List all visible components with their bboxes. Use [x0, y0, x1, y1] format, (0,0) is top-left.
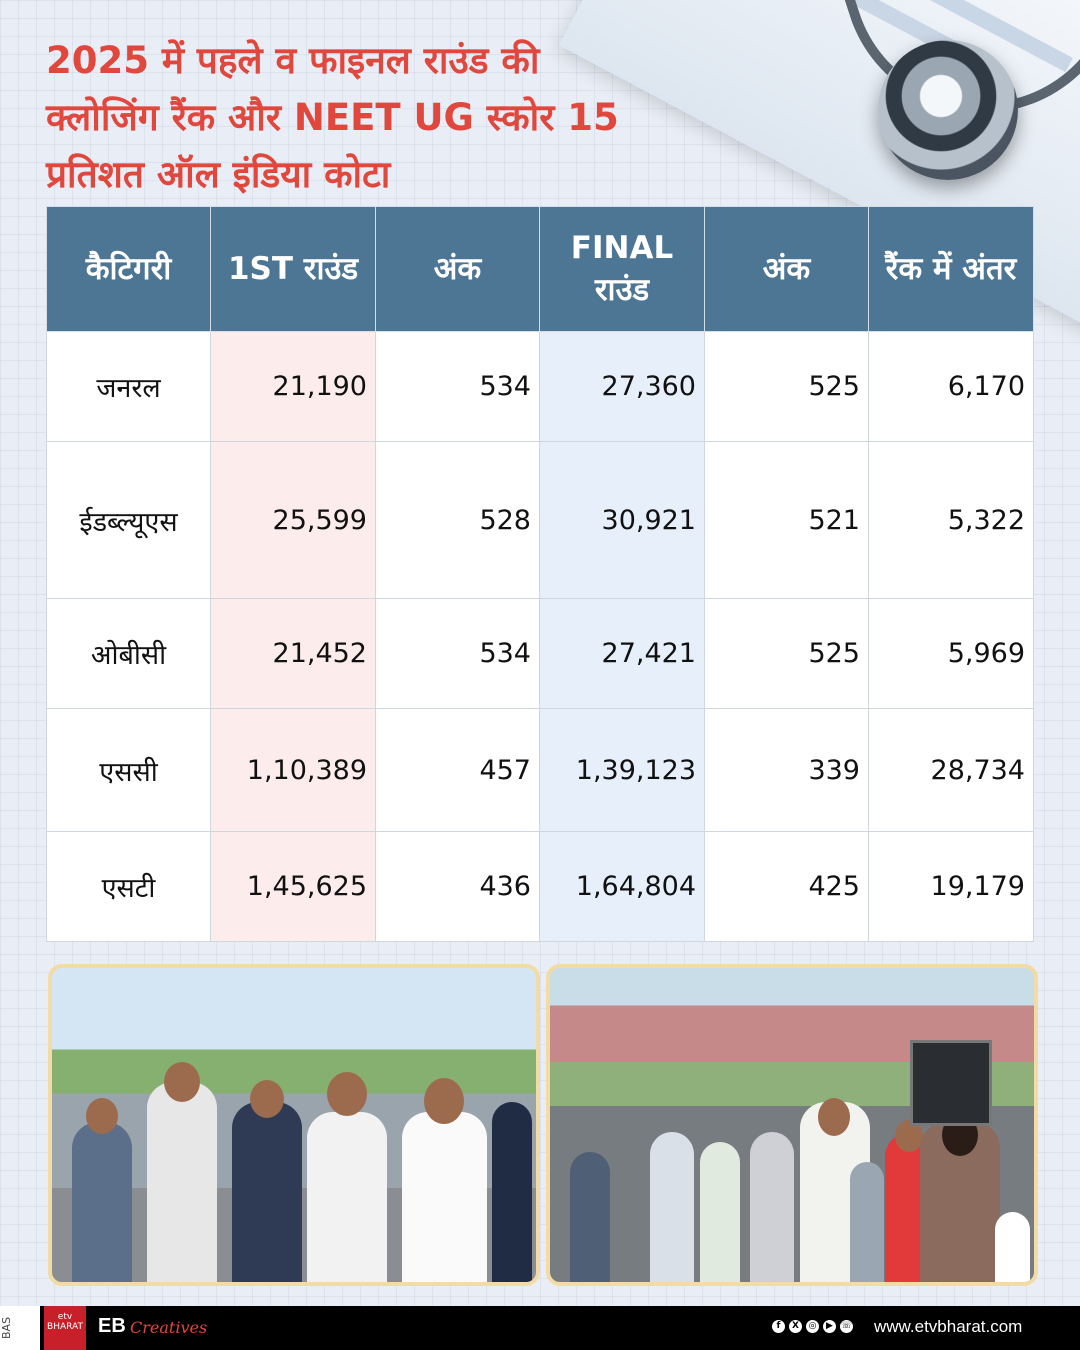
final-round-rank-cell: 1,39,123: [539, 708, 705, 832]
table-row: एसटी 1,45,625 436 1,64,804 425 19,179: [46, 831, 1034, 942]
website-link[interactable]: www.etvbharat.com: [874, 1317, 1023, 1336]
final-round-marks-cell: 521: [704, 441, 869, 599]
rank-difference-cell: 5,969: [868, 598, 1034, 709]
youtube-icon[interactable]: ▶: [823, 1320, 836, 1333]
header-category: कैटिगरी: [46, 206, 211, 332]
etv-bharat-logo: etv BHARAT: [44, 1306, 86, 1350]
category-cell: ईडब्ल्यूएस: [46, 441, 211, 599]
rank-difference-cell: 19,179: [868, 831, 1034, 942]
stethoscope-icon: [878, 40, 1018, 180]
page-title: 2025 में पहले व फाइनल राउंड की क्लोजिंग …: [46, 32, 686, 203]
table-row: ईडब्ल्यूएस 25,599 528 30,921 521 5,322: [46, 441, 1034, 599]
category-cell: ओबीसी: [46, 598, 211, 709]
closing-rank-table: कैटिगरी 1ST राउंड अंक FINAL राउंड अंक रै…: [46, 206, 1034, 942]
rank-difference-cell: 5,322: [868, 441, 1034, 599]
final-round-rank-cell: 1,64,804: [539, 831, 705, 942]
rank-difference-cell: 28,734: [868, 708, 1034, 832]
rank-difference-cell: 6,170: [868, 331, 1034, 442]
table-header-row: कैटिगरी 1ST राउंड अंक FINAL राउंड अंक रै…: [46, 206, 1034, 332]
header-marks-final: अंक: [704, 206, 869, 332]
title-line-3: प्रतिशत ऑल इंडिया कोटा: [46, 153, 391, 196]
final-round-rank-cell: 27,421: [539, 598, 705, 709]
final-round-marks-cell: 525: [704, 331, 869, 442]
first-round-marks-cell: 436: [375, 831, 540, 942]
instagram-icon[interactable]: ◎: [806, 1320, 819, 1333]
final-round-rank-cell: 27,360: [539, 331, 705, 442]
first-round-rank-cell: 1,45,625: [210, 831, 376, 942]
first-round-marks-cell: 528: [375, 441, 540, 599]
final-round-rank-cell: 30,921: [539, 441, 705, 599]
first-round-marks-cell: 534: [375, 598, 540, 709]
side-tag: BAS: [0, 1306, 40, 1350]
table-row: जनरल 21,190 534 27,360 525 6,170: [46, 331, 1034, 442]
social-icons: f X ◎ ▶ ☏: [772, 1320, 853, 1333]
category-cell: जनरल: [46, 331, 211, 442]
footer-bar: BAS etv BHARAT EB Creatives f X ◎ ▶ ☏ ww…: [0, 1306, 1080, 1350]
header-final-round: FINAL राउंड: [539, 206, 705, 332]
category-cell: एससी: [46, 708, 211, 832]
first-round-rank-cell: 21,452: [210, 598, 376, 709]
whatsapp-icon[interactable]: ☏: [840, 1320, 853, 1333]
x-icon[interactable]: X: [789, 1320, 802, 1333]
table-row: ओबीसी 21,452 534 27,421 525 5,969: [46, 598, 1034, 709]
final-round-marks-cell: 339: [704, 708, 869, 832]
students-queue-photo: [48, 964, 540, 1286]
title-line-2: क्लोजिंग रैंक और NEET UG स्कोर 15: [46, 96, 619, 139]
brand-script-label: Creatives: [130, 1318, 208, 1337]
first-round-marks-cell: 457: [375, 708, 540, 832]
first-round-rank-cell: 1,10,389: [210, 708, 376, 832]
first-round-rank-cell: 21,190: [210, 331, 376, 442]
header-rank-difference: रैंक में अंतर: [868, 206, 1034, 332]
first-round-marks-cell: 534: [375, 331, 540, 442]
header-first-round: 1ST राउंड: [210, 206, 376, 332]
facebook-icon[interactable]: f: [772, 1320, 785, 1333]
header-marks-first: अंक: [375, 206, 540, 332]
first-round-rank-cell: 25,599: [210, 441, 376, 599]
final-round-marks-cell: 525: [704, 598, 869, 709]
brand-label: EB: [98, 1315, 126, 1337]
final-round-marks-cell: 425: [704, 831, 869, 942]
table-row: एससी 1,10,389 457 1,39,123 339 28,734: [46, 708, 1034, 832]
students-campus-photo: [546, 964, 1038, 1286]
category-cell: एसटी: [46, 831, 211, 942]
title-line-1: 2025 में पहले व फाइनल राउंड की: [46, 39, 540, 82]
